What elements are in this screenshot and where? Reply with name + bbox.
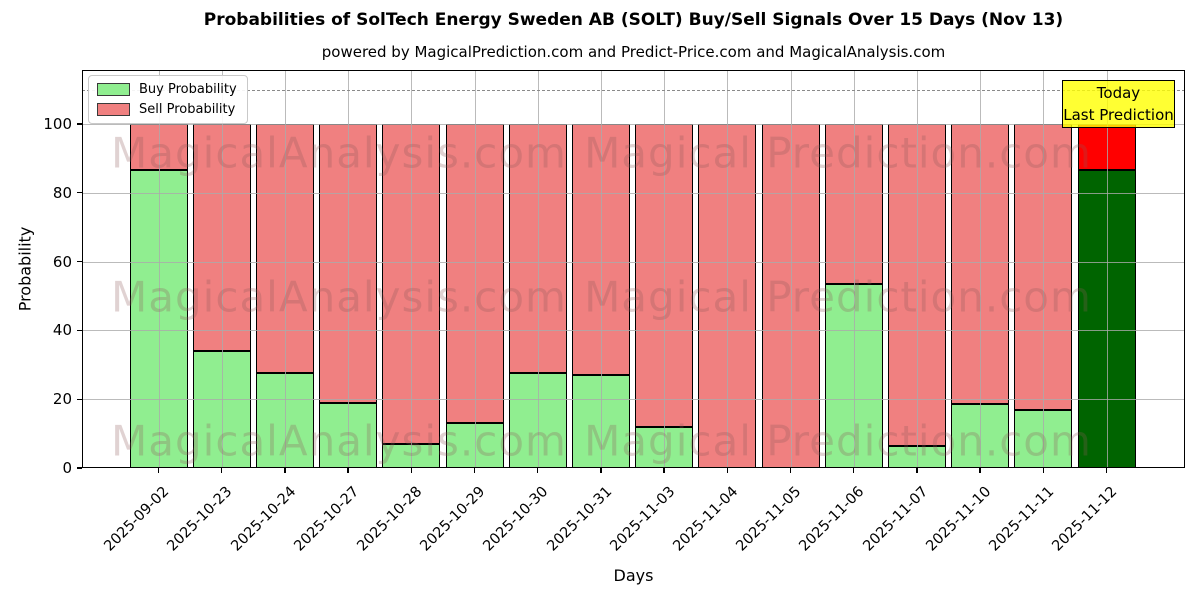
x-tick-label: 2025-10-29	[417, 483, 489, 555]
vertical-gridline	[348, 70, 350, 468]
buy-swatch-icon	[97, 83, 130, 96]
x-tick-mark	[347, 468, 349, 473]
x-tick-label: 2025-10-31	[544, 483, 615, 555]
sell-swatch-icon	[97, 103, 130, 116]
horizontal-gridline	[82, 330, 1185, 332]
x-tick-label: 2025-10-23	[164, 483, 236, 555]
vertical-gridline	[411, 70, 413, 468]
x-tick-mark	[157, 468, 160, 473]
x-tick-mark	[853, 468, 855, 473]
vertical-gridline	[284, 70, 286, 468]
x-axis-title: Days	[613, 566, 654, 585]
x-tick-label: 2025-10-28	[354, 483, 426, 555]
x-tick-label: 2025-11-10	[923, 483, 995, 555]
vertical-gridline	[600, 70, 602, 468]
y-tick-label: 100	[43, 115, 72, 133]
vertical-gridline	[664, 70, 666, 468]
y-tick-mark	[77, 123, 82, 125]
x-tick-label: 2025-11-07	[860, 483, 931, 555]
y-tick-mark	[77, 260, 82, 263]
x-tick-label: 2025-10-27	[291, 483, 363, 555]
chart-title: Probabilities of SolTech Energy Sweden A…	[203, 10, 1064, 30]
plot-area: MagicalAnalysis.com Magical Prediction.co…	[82, 70, 1185, 468]
x-tick-mark	[789, 468, 792, 473]
x-tick-label: 2025-11-05	[733, 483, 805, 555]
y-tick-label: 0	[62, 459, 72, 477]
x-tick-label: 2025-11-06	[796, 483, 868, 555]
x-tick-mark	[410, 468, 412, 473]
vertical-gridline	[790, 70, 792, 468]
grid-layer	[82, 70, 1185, 468]
x-tick-mark	[284, 468, 286, 473]
today-annotation-line1: Today	[1096, 84, 1141, 102]
legend-item-sell: Sell Probability	[97, 102, 237, 117]
legend-item-buy: Buy Probability	[97, 82, 237, 97]
y-tick-mark	[77, 192, 82, 194]
vertical-gridline	[853, 70, 855, 468]
today-annotation-line2: Last Prediction	[1063, 106, 1174, 124]
y-tick-mark	[77, 467, 82, 469]
x-tick-mark	[600, 468, 602, 473]
vertical-gridline	[980, 70, 982, 468]
horizontal-gridline	[82, 124, 1185, 125]
x-tick-label: 2025-11-03	[607, 483, 679, 555]
x-tick-mark	[916, 468, 918, 473]
horizontal-gridline	[82, 192, 1185, 194]
vertical-gridline	[1043, 70, 1045, 468]
horizontal-gridline	[82, 261, 1185, 263]
y-tick-mark	[77, 329, 82, 332]
x-tick-mark	[221, 468, 223, 473]
vertical-gridline	[916, 70, 918, 468]
x-tick-label: 2025-09-02	[101, 483, 173, 555]
legend-label-sell: Sell Probability	[139, 102, 236, 117]
x-tick-label: 2025-11-04	[670, 483, 742, 555]
vertical-gridline	[1106, 70, 1108, 468]
x-tick-mark	[726, 468, 728, 473]
x-tick-mark	[663, 468, 665, 473]
legend-label-buy: Buy Probability	[139, 82, 237, 97]
y-tick-label: 60	[52, 252, 72, 271]
vertical-gridline	[537, 70, 539, 468]
y-tick-label: 40	[52, 321, 72, 340]
today-annotation: Today Last Prediction	[1062, 80, 1175, 128]
x-tick-mark	[979, 468, 981, 473]
vertical-gridline	[474, 70, 476, 468]
y-axis-title: Probability	[15, 226, 35, 312]
vertical-gridline	[727, 70, 729, 468]
x-tick-mark	[537, 468, 539, 473]
x-tick-label: 2025-11-11	[986, 483, 1058, 555]
x-tick-mark	[1042, 468, 1044, 473]
x-tick-label: 2025-10-30	[480, 483, 552, 555]
x-tick-label: 2025-11-12	[1049, 483, 1121, 555]
y-tick-label: 80	[52, 183, 72, 202]
vertical-gridline	[221, 70, 223, 468]
chart-subtitle: powered by MagicalPrediction.com and Pre…	[321, 43, 946, 61]
legend: Buy Probability Sell Probability	[88, 75, 248, 124]
vertical-gridline	[158, 70, 160, 468]
x-tick-label: 2025-10-24	[228, 483, 299, 555]
threshold-dashed-line	[82, 89, 1185, 91]
x-tick-mark	[1105, 468, 1108, 473]
y-tick-label: 20	[52, 390, 72, 409]
horizontal-gridline	[82, 399, 1185, 401]
x-tick-mark	[473, 468, 476, 473]
y-tick-mark	[77, 398, 82, 400]
